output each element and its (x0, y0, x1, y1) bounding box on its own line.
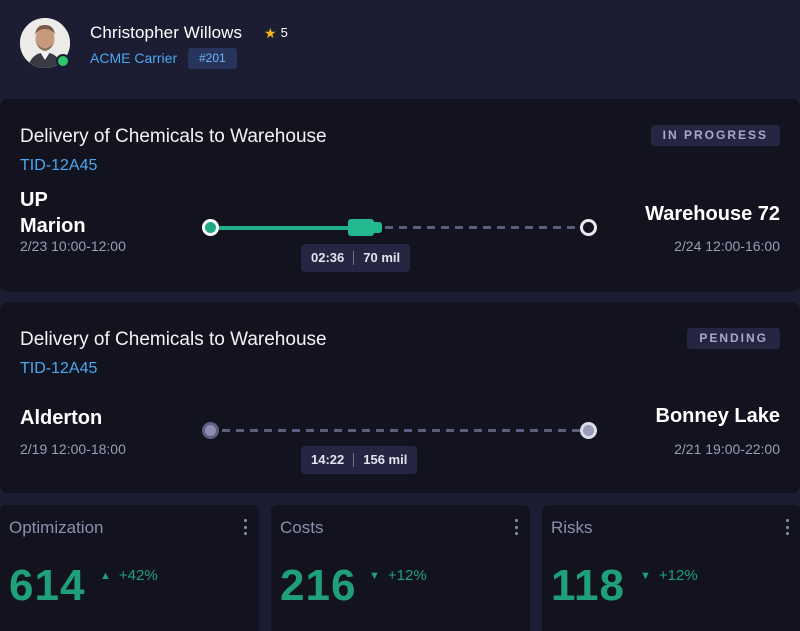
trend-down-icon: ▼ (640, 569, 651, 582)
kpi-trend-value: +12% (387, 567, 427, 584)
kpi-value: 614 (9, 561, 86, 610)
kpi-trend-value: +12% (658, 567, 698, 584)
destination-time-window: 2/21 19:00-22:00 (674, 441, 780, 457)
kpi-value: 118 (551, 561, 625, 610)
avatar[interactable] (20, 18, 70, 68)
kpi-label: Risks (551, 518, 593, 537)
delivery-title: Delivery of Chemicals to Warehouse (20, 329, 327, 350)
delivery-card[interactable]: Delivery of Chemicals to Warehouse TID-1… (0, 99, 800, 292)
star-icon: ★ (264, 24, 277, 41)
kebab-icon[interactable] (514, 519, 518, 535)
route-completed-line (218, 226, 378, 230)
trend-up-icon: ▲ (100, 569, 111, 582)
route-eta: 14:22 (311, 452, 345, 467)
route-distance: 156 mil (363, 452, 408, 467)
driver-name: Christopher Willows (90, 23, 243, 42)
destination-time-window: 2/24 12:00-16:00 (674, 238, 780, 254)
carrier-link[interactable]: ACME Carrier (90, 50, 178, 66)
status-badge: IN PROGRESS (650, 125, 780, 146)
origin-name: UP Marion (20, 189, 86, 237)
kpi-card-risks[interactable]: Risks 118 ▼ +12% (542, 505, 800, 631)
kebab-icon[interactable] (785, 519, 789, 535)
route-start-node (202, 219, 219, 236)
route-info-pill: 02:36 70 mil (301, 244, 411, 272)
divider (353, 251, 355, 265)
truck-cab-icon (374, 222, 382, 233)
kpi-card-costs[interactable]: Costs 216 ▼ +12% (271, 505, 530, 631)
route-progress (200, 418, 600, 442)
destination-name: Bonney Lake (655, 405, 780, 427)
kpi-trend: ▼ +12% (369, 567, 427, 584)
kebab-icon[interactable] (243, 519, 247, 535)
rating-value: 5 (280, 25, 288, 40)
origin-time-window: 2/23 10:00-12:00 (20, 238, 126, 254)
delivery-title: Delivery of Chemicals to Warehouse (20, 126, 327, 147)
route-progress (200, 215, 600, 239)
kpi-value: 216 (280, 561, 357, 610)
kpi-trend-value: +42% (118, 567, 158, 584)
trend-down-icon: ▼ (369, 569, 380, 582)
kpi-trend: ▼ +12% (640, 567, 698, 584)
driver-id-badge: #201 (188, 48, 237, 69)
destination-name: Warehouse 72 (645, 203, 780, 225)
kpi-card-optimization[interactable]: Optimization 614 ▲ +42% (0, 505, 259, 631)
online-status-indicator (56, 54, 70, 68)
kpi-label: Costs (280, 518, 324, 537)
delivery-card[interactable]: Delivery of Chemicals to Warehouse TID-1… (0, 302, 800, 493)
origin-time-window: 2/19 12:00-18:00 (20, 441, 126, 457)
origin-name: Alderton (20, 407, 103, 429)
truck-icon (348, 219, 374, 236)
driver-rating: ★ 5 (264, 25, 288, 40)
kpi-trend: ▲ +42% (100, 567, 158, 584)
avatar-photo (20, 18, 70, 68)
tracking-id-link[interactable]: TID-12A45 (20, 157, 98, 174)
divider (353, 453, 355, 467)
kpi-label: Optimization (9, 518, 104, 537)
route-eta: 02:36 (311, 250, 345, 265)
route-distance: 70 mil (363, 250, 401, 265)
route-remaining-line (222, 429, 580, 432)
route-end-node (580, 422, 597, 439)
route-start-node (202, 422, 219, 439)
route-info-pill: 14:22 156 mil (301, 446, 418, 474)
route-end-node (580, 219, 597, 236)
tracking-id-link[interactable]: TID-12A45 (20, 360, 98, 377)
driver-header: Christopher Willows ★ 5 ACME Carrier #20… (0, 0, 800, 100)
status-badge: PENDING (687, 328, 780, 349)
route-remaining-line (385, 226, 580, 229)
